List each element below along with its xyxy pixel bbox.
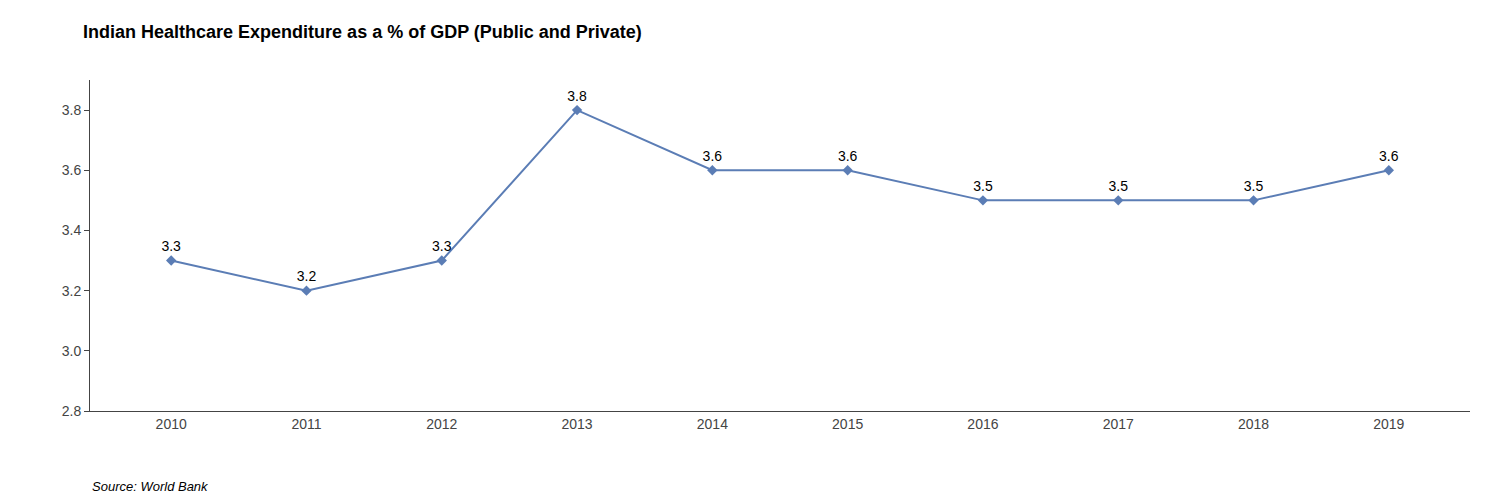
- svg-text:2018: 2018: [1238, 416, 1269, 432]
- svg-text:3.6: 3.6: [838, 148, 858, 164]
- svg-text:3.2: 3.2: [297, 268, 317, 284]
- svg-text:3.8: 3.8: [62, 102, 82, 118]
- svg-text:3.6: 3.6: [1379, 148, 1399, 164]
- svg-text:Indian Healthcare Expenditure: Indian Healthcare Expenditure as a % of …: [83, 22, 642, 42]
- svg-text:3.2: 3.2: [62, 283, 82, 299]
- svg-text:2017: 2017: [1103, 416, 1134, 432]
- svg-text:3.4: 3.4: [62, 222, 82, 238]
- svg-text:3.6: 3.6: [703, 148, 723, 164]
- svg-text:Source: World Bank: Source: World Bank: [92, 479, 209, 494]
- svg-text:2015: 2015: [832, 416, 863, 432]
- svg-text:3.3: 3.3: [161, 238, 181, 254]
- svg-text:2019: 2019: [1373, 416, 1404, 432]
- svg-text:3.5: 3.5: [973, 178, 993, 194]
- svg-text:3.0: 3.0: [62, 343, 82, 359]
- svg-text:3.8: 3.8: [567, 88, 587, 104]
- svg-text:2014: 2014: [697, 416, 728, 432]
- svg-text:2011: 2011: [291, 416, 321, 432]
- svg-text:3.5: 3.5: [1244, 178, 1264, 194]
- svg-text:3.6: 3.6: [62, 162, 82, 178]
- svg-text:2013: 2013: [561, 416, 592, 432]
- svg-text:2010: 2010: [156, 416, 187, 432]
- svg-text:3.3: 3.3: [432, 238, 452, 254]
- svg-text:2016: 2016: [967, 416, 998, 432]
- svg-text:2.8: 2.8: [62, 403, 82, 419]
- svg-text:3.5: 3.5: [1109, 178, 1129, 194]
- svg-text:2012: 2012: [426, 416, 457, 432]
